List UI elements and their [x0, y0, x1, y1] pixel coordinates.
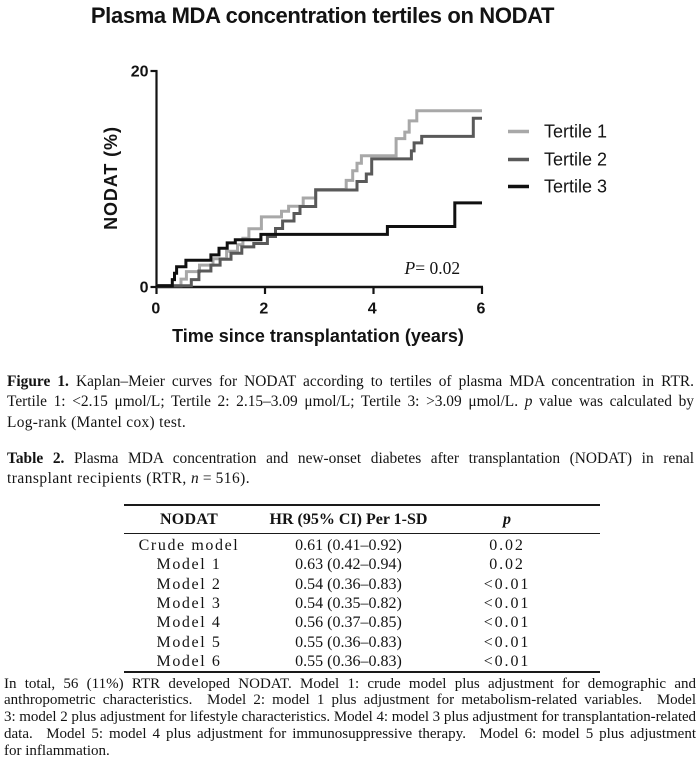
svg-text:Time since transplantation (ye: Time since transplantation (years) [172, 326, 464, 346]
svg-text:20: 20 [131, 64, 149, 81]
svg-text:Tertile 2: Tertile 2 [544, 150, 607, 170]
svg-text:0: 0 [140, 279, 149, 296]
svg-text:NODAT (%): NODAT (%) [101, 126, 121, 230]
svg-text:Tertile 3: Tertile 3 [544, 177, 607, 197]
svg-text:2: 2 [259, 301, 268, 318]
svg-text:Tertile 1: Tertile 1 [544, 122, 607, 142]
svg-text:Plasma MDA concentration terti: Plasma MDA concentration tertiles on NOD… [91, 3, 555, 28]
svg-text:4: 4 [368, 301, 377, 318]
svg-text:0: 0 [151, 301, 160, 318]
svg-text:P= 0.02: P= 0.02 [404, 258, 461, 278]
svg-text:6: 6 [477, 301, 486, 318]
